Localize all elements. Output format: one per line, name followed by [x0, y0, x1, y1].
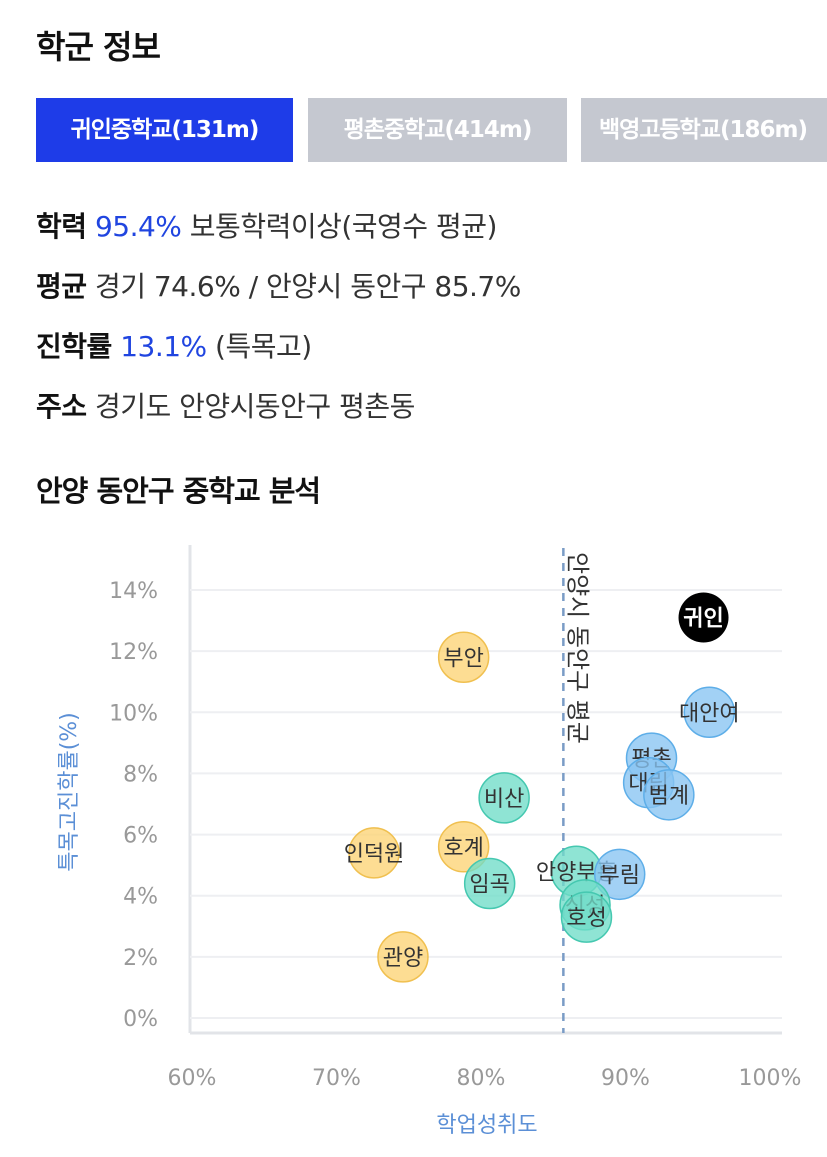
- x-tick-labels: 60% 70% 80% 90% 100%: [168, 1066, 802, 1091]
- data-point[interactable]: 부안: [437, 631, 490, 684]
- achievement-value: 95.4%: [94, 210, 182, 243]
- x-tick-label: 60%: [168, 1066, 217, 1091]
- tab-baekyoung-high[interactable]: 백영고등학교(186m): [581, 98, 827, 162]
- point-label: 호성: [566, 906, 606, 931]
- data-point[interactable]: 관양: [377, 931, 429, 983]
- point-label: 인덕원: [344, 842, 405, 867]
- point-label: 호계: [443, 836, 483, 861]
- bubble: [348, 827, 400, 879]
- y-tick-label: 2%: [123, 946, 158, 971]
- bubble: [643, 769, 695, 821]
- point-label: 대안여: [679, 701, 740, 726]
- average-label: 평균: [36, 270, 87, 303]
- bubble: [437, 631, 490, 684]
- data-point[interactable]: 호성: [560, 891, 613, 943]
- advancement-note: (특목고): [215, 330, 312, 363]
- point-label: 귀인: [683, 607, 723, 632]
- x-tick-label: 90%: [601, 1066, 650, 1091]
- advancement-value: 13.1%: [120, 330, 207, 363]
- point-label: 부안: [443, 646, 483, 671]
- address-label: 주소: [36, 390, 87, 423]
- y-tick-labels: 0% 2% 4% 6% 8% 10% 12% 14%: [109, 579, 158, 1032]
- data-point[interactable]: 호계: [437, 821, 490, 873]
- x-tick-label: 70%: [312, 1066, 361, 1091]
- advancement-row: 진학률 13.1% (특목고): [36, 325, 312, 365]
- y-tick-label: 12%: [109, 640, 158, 665]
- data-point[interactable]: 인덕원: [344, 827, 405, 879]
- achievement-row: 학력 95.4% 보통학력이상(국영수 평균): [36, 205, 497, 245]
- y-tick-label: 10%: [109, 701, 158, 726]
- tab-gwiin-middle[interactable]: 귀인중학교(131m): [36, 98, 293, 162]
- data-point[interactable]: 부림: [593, 848, 646, 901]
- x-tick-label: 100%: [739, 1066, 802, 1091]
- y-tick-label: 14%: [109, 579, 158, 604]
- data-point[interactable]: 귀인: [678, 592, 729, 643]
- data-point[interactable]: 범계: [643, 769, 695, 821]
- bubble: [437, 821, 490, 873]
- y-axis-label: 특목고진학률(%): [57, 712, 82, 872]
- address-row: 주소 경기도 안양시동안구 평촌동: [36, 385, 415, 425]
- data-point[interactable]: 비산: [478, 772, 530, 824]
- data-point[interactable]: 대안여: [679, 686, 740, 739]
- y-tick-label: 0%: [123, 1007, 158, 1032]
- achievement-note: 보통학력이상(국영수 평균): [189, 210, 498, 243]
- data-point[interactable]: 임곡: [463, 857, 516, 910]
- bubble: [463, 857, 516, 910]
- data-points: 부안대안여평촌대림범계비산인덕원호계안양부흥부림임곡신성호성관양귀인: [344, 592, 740, 983]
- bubble: [560, 891, 613, 943]
- reference-line-group: 안양시 동안구 평균: [562, 548, 591, 1033]
- y-tick-label: 4%: [123, 885, 158, 910]
- bubble: [478, 772, 530, 824]
- page-title: 학군 정보: [36, 28, 161, 66]
- bubble: [593, 848, 646, 901]
- y-tick-label: 8%: [123, 762, 158, 787]
- x-tick-label: 80%: [457, 1066, 506, 1091]
- scatter-chart: 0% 2% 4% 6% 8% 10% 12% 14% 60% 70% 80% 90% 100% 안양시…: [57, 545, 802, 1138]
- average-row: 평균 경기 74.6% / 안양시 동안구 85.7%: [36, 265, 521, 305]
- bubble: [678, 592, 729, 643]
- bubble: [683, 686, 736, 739]
- x-axis-label: 학업성취도: [436, 1113, 537, 1138]
- point-label: 관양: [383, 946, 423, 971]
- average-text: 경기 74.6% / 안양시 동안구 85.7%: [94, 270, 521, 303]
- point-label: 부림: [599, 863, 639, 888]
- y-tick-label: 6%: [123, 824, 158, 849]
- address-text: 경기도 안양시동안구 평촌동: [94, 390, 415, 423]
- point-label: 비산: [484, 787, 524, 812]
- reference-line-label: 안양시 동안구 평균: [563, 552, 591, 744]
- achievement-label: 학력: [36, 210, 87, 243]
- point-label: 범계: [649, 784, 689, 809]
- school-tabs: 귀인중학교(131m) 평촌중학교(414m) 백영고등학교(186m): [36, 98, 827, 162]
- advancement-label: 진학률: [36, 330, 112, 363]
- bubble: [377, 931, 429, 983]
- section-title: 안양 동안구 중학교 분석: [36, 474, 321, 508]
- tab-pyeongchon-middle[interactable]: 평촌중학교(414m): [308, 98, 567, 162]
- point-label: 임곡: [469, 872, 509, 897]
